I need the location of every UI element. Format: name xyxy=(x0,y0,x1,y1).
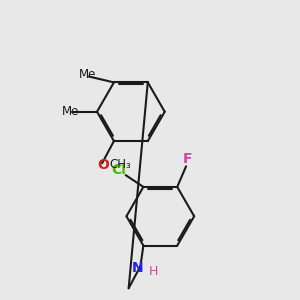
Text: N: N xyxy=(132,261,143,275)
Text: F: F xyxy=(183,152,192,166)
Text: Me: Me xyxy=(79,68,96,81)
Text: Me: Me xyxy=(62,105,79,118)
Text: O: O xyxy=(98,158,109,172)
Text: H: H xyxy=(149,265,158,278)
Text: CH₃: CH₃ xyxy=(109,158,131,171)
Text: Cl: Cl xyxy=(111,163,126,177)
